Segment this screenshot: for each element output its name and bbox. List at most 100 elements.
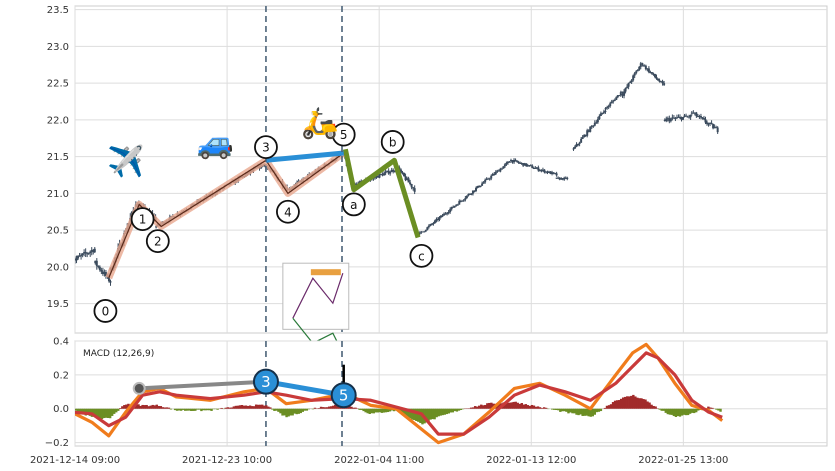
candle-body <box>80 255 83 257</box>
macd-histogram-bar <box>709 407 712 409</box>
price-ytick-label: 20.5 <box>47 226 69 237</box>
macd-histogram-bar <box>648 402 651 409</box>
candle-body <box>93 248 96 253</box>
macd-histogram-bar <box>611 402 615 409</box>
candle-body <box>695 112 698 117</box>
candle-body <box>688 116 691 118</box>
macd-histogram-bar <box>137 404 140 409</box>
macd-histogram-bar <box>557 408 560 411</box>
macd-histogram-bar <box>236 405 240 409</box>
candle-body <box>468 193 471 195</box>
candle-body <box>503 164 506 167</box>
macd-histogram-bar <box>173 408 177 411</box>
candle-body <box>552 172 555 174</box>
macd-histogram-bar <box>348 405 351 409</box>
macd-histogram-bar <box>559 408 562 412</box>
candle-body <box>584 135 587 137</box>
candle-body <box>387 170 390 174</box>
candle-body <box>427 225 430 228</box>
macd-histogram-bar <box>447 408 451 414</box>
macd-histogram-bar <box>96 408 100 419</box>
candle-body <box>447 211 450 214</box>
macd-histogram-bar <box>297 408 300 414</box>
macd-histogram-bar <box>269 407 272 409</box>
price-ytick-label: 21.0 <box>47 189 69 200</box>
macd-histogram-bar <box>159 406 163 409</box>
macd-histogram-bar <box>569 408 572 413</box>
macd-histogram-bar <box>167 407 171 409</box>
candle-body <box>680 116 683 120</box>
macd-histogram-bar <box>352 407 355 409</box>
candle-body <box>506 161 509 163</box>
candle-body <box>373 177 376 179</box>
candle-body <box>453 205 456 208</box>
macd-histogram-bar <box>370 408 373 414</box>
macd-histogram-bar <box>695 408 698 413</box>
macd-histogram-bar <box>382 408 386 413</box>
macd-histogram-bar <box>619 398 623 409</box>
macd-histogram-bar <box>692 408 696 414</box>
candle-body <box>685 115 688 117</box>
macd-histogram-bar <box>471 407 475 409</box>
candle-body <box>436 218 439 220</box>
macd-histogram-bar <box>366 408 369 414</box>
macd-histogram-bar <box>228 407 231 409</box>
candle-body <box>647 68 650 73</box>
macd-histogram-bar <box>587 408 590 417</box>
macd-histogram-bar <box>250 406 254 409</box>
macd-histogram-bar <box>117 408 120 411</box>
candle-body <box>479 185 482 188</box>
macd-histogram-bar <box>634 396 637 409</box>
macd-histogram-bar <box>327 406 331 409</box>
candle-body <box>624 87 627 92</box>
candle-body <box>627 82 630 87</box>
macd-histogram-bar <box>275 408 278 411</box>
macd-histogram-bar <box>78 408 81 413</box>
macd-histogram-bar <box>263 405 266 409</box>
candle-body <box>607 106 610 108</box>
macd-histogram-bar <box>654 406 657 409</box>
macd-histogram-bar <box>151 404 154 409</box>
candle-body <box>493 173 496 175</box>
candle-body <box>660 81 663 83</box>
macd-histogram-bar <box>291 408 294 416</box>
macd-histogram-bar <box>149 405 152 409</box>
macd-histogram-bar <box>599 408 603 412</box>
candle-body <box>535 167 538 169</box>
scooter-icon: 🛵 <box>301 106 338 141</box>
candle-body <box>488 178 491 180</box>
candle-body <box>616 95 619 98</box>
macd-histogram-bar <box>119 408 122 409</box>
candle-body <box>626 86 629 88</box>
candle-body <box>490 175 493 179</box>
macd-histogram-bar <box>98 408 102 419</box>
candle-body <box>386 170 389 172</box>
candle-body <box>465 195 468 198</box>
candle-body <box>389 172 392 174</box>
macd-histogram-bar <box>427 408 430 422</box>
candle-body <box>84 252 87 254</box>
macd-histogram-bar <box>441 408 444 416</box>
macd-histogram-bar <box>613 400 617 409</box>
candle-body <box>668 118 671 122</box>
macd-histogram-bar <box>92 408 96 417</box>
candle-body <box>596 119 599 123</box>
macd-histogram-bar <box>644 399 647 409</box>
price-ytick-label: 22.0 <box>47 115 69 126</box>
macd-histogram-bar <box>591 408 594 417</box>
macd-histogram-bar <box>125 404 128 409</box>
price-ytick-label: 21.5 <box>47 152 69 163</box>
macd-histogram-bar <box>325 407 329 409</box>
candle-body <box>71 220 73 221</box>
candle-body <box>410 184 413 188</box>
macd-histogram-bar <box>177 408 181 411</box>
candle-body <box>441 215 444 217</box>
candle-body <box>407 178 410 183</box>
macd-histogram-bar <box>407 408 410 418</box>
macd-histogram-bar <box>240 404 244 409</box>
car-icon: 🚙 <box>197 126 234 161</box>
macd-histogram-bar <box>305 408 309 411</box>
candle-body <box>675 117 678 119</box>
macd-histogram-bar <box>232 406 236 409</box>
macd-histogram-bar <box>181 408 185 410</box>
